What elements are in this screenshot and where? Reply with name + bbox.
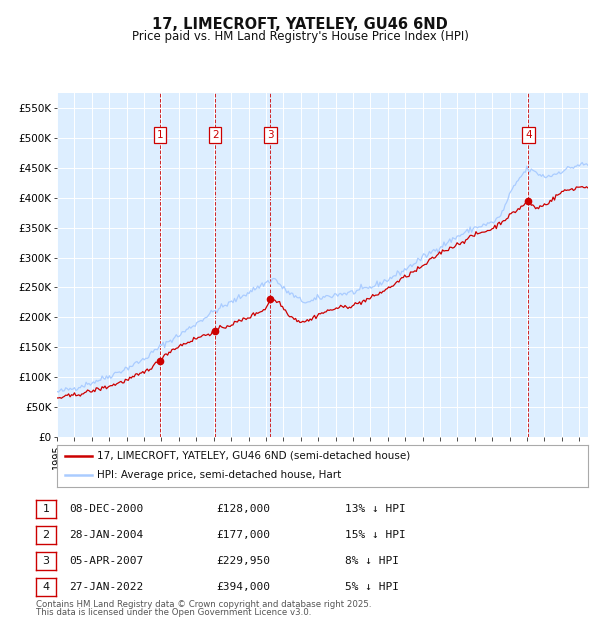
Text: 8% ↓ HPI: 8% ↓ HPI [345, 556, 399, 566]
Text: 13% ↓ HPI: 13% ↓ HPI [345, 504, 406, 514]
Text: 3: 3 [43, 556, 49, 566]
Text: 05-APR-2007: 05-APR-2007 [69, 556, 143, 566]
Text: 08-DEC-2000: 08-DEC-2000 [69, 504, 143, 514]
Text: 27-JAN-2022: 27-JAN-2022 [69, 582, 143, 592]
Text: 17, LIMECROFT, YATELEY, GU46 6ND (semi-detached house): 17, LIMECROFT, YATELEY, GU46 6ND (semi-d… [97, 451, 410, 461]
Text: 15% ↓ HPI: 15% ↓ HPI [345, 530, 406, 540]
Text: £128,000: £128,000 [216, 504, 270, 514]
Text: This data is licensed under the Open Government Licence v3.0.: This data is licensed under the Open Gov… [36, 608, 311, 617]
Text: 2: 2 [43, 530, 49, 540]
Text: 28-JAN-2004: 28-JAN-2004 [69, 530, 143, 540]
Text: 2: 2 [212, 130, 218, 140]
Text: 4: 4 [525, 130, 532, 140]
Text: HPI: Average price, semi-detached house, Hart: HPI: Average price, semi-detached house,… [97, 471, 341, 480]
Text: 5% ↓ HPI: 5% ↓ HPI [345, 582, 399, 592]
Text: 17, LIMECROFT, YATELEY, GU46 6ND: 17, LIMECROFT, YATELEY, GU46 6ND [152, 17, 448, 32]
Text: Contains HM Land Registry data © Crown copyright and database right 2025.: Contains HM Land Registry data © Crown c… [36, 600, 371, 609]
Text: 1: 1 [157, 130, 164, 140]
Text: £177,000: £177,000 [216, 530, 270, 540]
Text: 3: 3 [267, 130, 274, 140]
Text: £229,950: £229,950 [216, 556, 270, 566]
Text: 1: 1 [43, 504, 49, 514]
Text: 4: 4 [43, 582, 49, 592]
Text: Price paid vs. HM Land Registry's House Price Index (HPI): Price paid vs. HM Land Registry's House … [131, 30, 469, 43]
Text: £394,000: £394,000 [216, 582, 270, 592]
